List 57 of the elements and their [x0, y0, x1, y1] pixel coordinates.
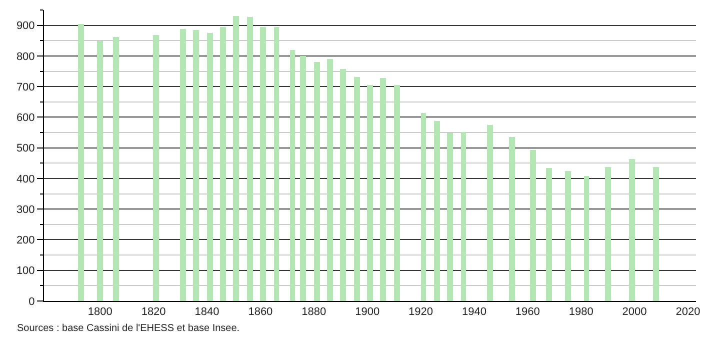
bar [153, 35, 159, 301]
x-tick-label: 1940 [462, 306, 486, 318]
bar [207, 33, 213, 301]
bar [530, 150, 536, 301]
bar [260, 27, 266, 301]
x-tick-label: 1860 [248, 306, 273, 318]
bar [629, 159, 635, 301]
x-tick-label: 1980 [568, 306, 594, 318]
y-tick-label: 800 [16, 50, 35, 63]
x-tick-label: 1820 [141, 306, 166, 318]
bar [434, 121, 440, 301]
bar [546, 168, 552, 301]
y-tick-label: 300 [16, 204, 35, 216]
source-note: Sources : base Cassini de l'EHESS et base Insee. [17, 323, 240, 334]
y-tick-label: 700 [16, 81, 35, 94]
bar [233, 16, 239, 301]
bar [565, 171, 571, 301]
bar [509, 137, 515, 301]
bar [113, 37, 119, 301]
bar [487, 125, 493, 301]
x-tick-label: 1920 [408, 306, 434, 318]
bar [300, 56, 306, 301]
bar [274, 27, 279, 301]
bar [97, 41, 103, 301]
x-tick-label: 1960 [515, 306, 540, 318]
y-tick-label: 0 [28, 296, 35, 308]
y-tick-label: 900 [16, 20, 35, 32]
bar [461, 132, 466, 301]
x-tick-label: 1840 [194, 306, 220, 318]
bar [584, 176, 589, 301]
y-tick-label: 600 [16, 112, 35, 124]
bar [380, 78, 386, 301]
y-tick-label: 400 [16, 173, 35, 186]
bar [314, 62, 320, 301]
bar [220, 27, 226, 301]
bar [605, 167, 611, 301]
bar [78, 24, 84, 301]
x-tick-label: 1800 [88, 306, 112, 318]
bar [193, 30, 199, 301]
bar [447, 133, 453, 301]
bar [354, 77, 360, 301]
bar [290, 50, 295, 301]
bar [394, 85, 400, 301]
bar [340, 69, 346, 301]
bar [421, 113, 426, 301]
x-tick-label: 1880 [302, 306, 326, 318]
bar [247, 17, 253, 301]
y-tick-label: 500 [16, 142, 35, 155]
y-tick-label: 100 [16, 265, 35, 278]
bar [367, 85, 373, 301]
bar [327, 59, 333, 301]
x-tick-label: 2000 [622, 306, 647, 318]
y-tick-label: 200 [16, 234, 35, 247]
x-tick-label: 2020 [676, 306, 700, 318]
bar [180, 29, 186, 301]
bar [653, 167, 659, 301]
x-tick-label: 1900 [355, 306, 380, 318]
